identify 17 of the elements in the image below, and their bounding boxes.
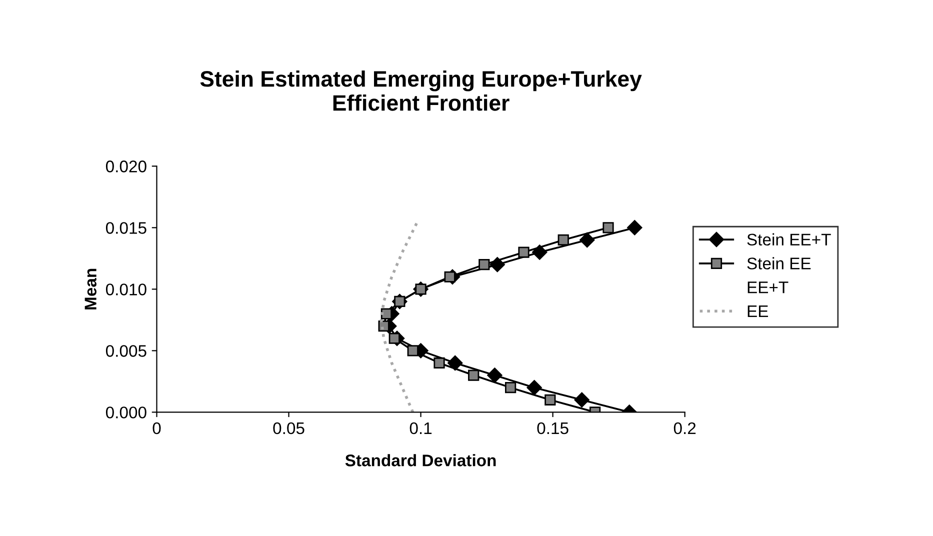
legend-label: Stein EE+T bbox=[747, 233, 831, 246]
x-tick-label: 0.1 bbox=[410, 422, 432, 434]
text: EE+T bbox=[748, 282, 788, 294]
chart-title: Stein Estimated Emerging Europe+Turkey Efficient Frontier bbox=[200, 70, 642, 111]
y-axis-title: Mean bbox=[84, 268, 96, 310]
y-tick-label: 0.010 bbox=[106, 284, 146, 296]
x-tick-label: 0 bbox=[152, 422, 161, 434]
x-axis-title: Standard Deviation bbox=[345, 454, 496, 466]
x-tick-label: 0.15 bbox=[537, 422, 568, 434]
y-tick-label: 0.000 bbox=[106, 406, 146, 418]
legend-label: Stein EE bbox=[747, 257, 811, 270]
y-tick-label: 0.005 bbox=[106, 345, 146, 357]
x-tick-label: 0.2 bbox=[674, 422, 696, 434]
y-tick-label: 0.015 bbox=[106, 222, 146, 234]
y-tick-label: 0.020 bbox=[106, 160, 146, 172]
legend-label: EE bbox=[748, 306, 768, 317]
x-tick-label: 0.05 bbox=[273, 422, 304, 434]
